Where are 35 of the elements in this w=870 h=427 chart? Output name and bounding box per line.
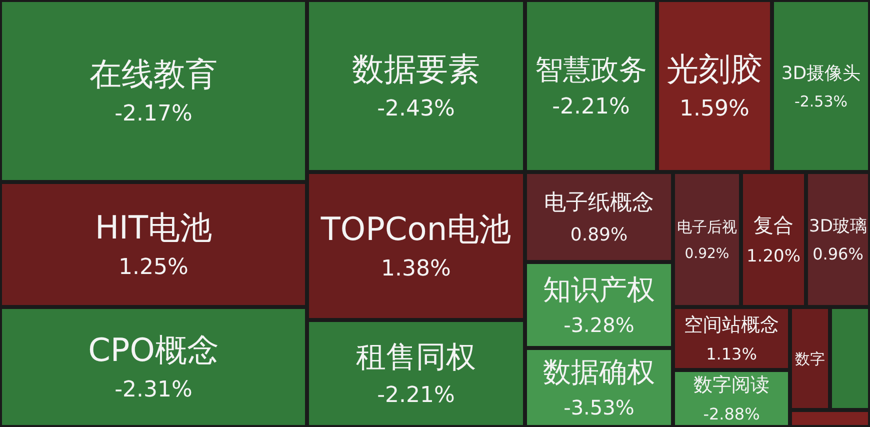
category-label: 数据要素 xyxy=(352,50,480,88)
category-label: 复合 xyxy=(754,213,794,237)
data-label: -2.53% xyxy=(794,92,848,110)
data-label: 1.59% xyxy=(680,96,750,122)
data-label: -3.28% xyxy=(564,313,634,337)
category-label: CPO概念 xyxy=(88,331,219,370)
category-label: 租售同权 xyxy=(356,340,476,375)
category-label: 数据确权 xyxy=(543,355,655,388)
category-label: 空间站概念 xyxy=(684,314,779,336)
category-label: 数字阅读 xyxy=(694,374,770,396)
category-label: 智慧政务 xyxy=(535,52,647,86)
category-label: 数字 xyxy=(795,350,825,368)
data-label: 1.20% xyxy=(746,246,801,266)
data-label: -2.21% xyxy=(552,94,630,120)
category-label: 电子后视 xyxy=(677,218,737,236)
data-label: 1.13% xyxy=(706,344,757,364)
data-label: 0.96% xyxy=(812,244,864,264)
category-label: 在线教育 xyxy=(90,55,218,94)
data-label: -2.31% xyxy=(114,378,192,403)
data-label: -2.21% xyxy=(377,383,455,408)
category-label: 电子纸概念 xyxy=(544,190,654,216)
category-label: 3D摄像头 xyxy=(781,62,861,84)
data-label: -2.43% xyxy=(377,96,455,122)
data-label: 1.38% xyxy=(381,256,451,282)
data-label: -3.53% xyxy=(564,396,634,420)
category-label: HIT电池 xyxy=(94,208,212,247)
data-label: 1.25% xyxy=(118,255,188,280)
data-label: 0.92% xyxy=(684,246,730,262)
category-label: 知识产权 xyxy=(543,272,655,306)
data-label: -2.88% xyxy=(703,404,760,424)
category-label: 光刻胶 xyxy=(666,50,762,88)
category-label: 3D玻璃 xyxy=(809,216,867,236)
data-label: -2.17% xyxy=(114,102,192,127)
data-label: 0.89% xyxy=(570,224,628,246)
category-label: TOPCon电池 xyxy=(320,210,512,248)
